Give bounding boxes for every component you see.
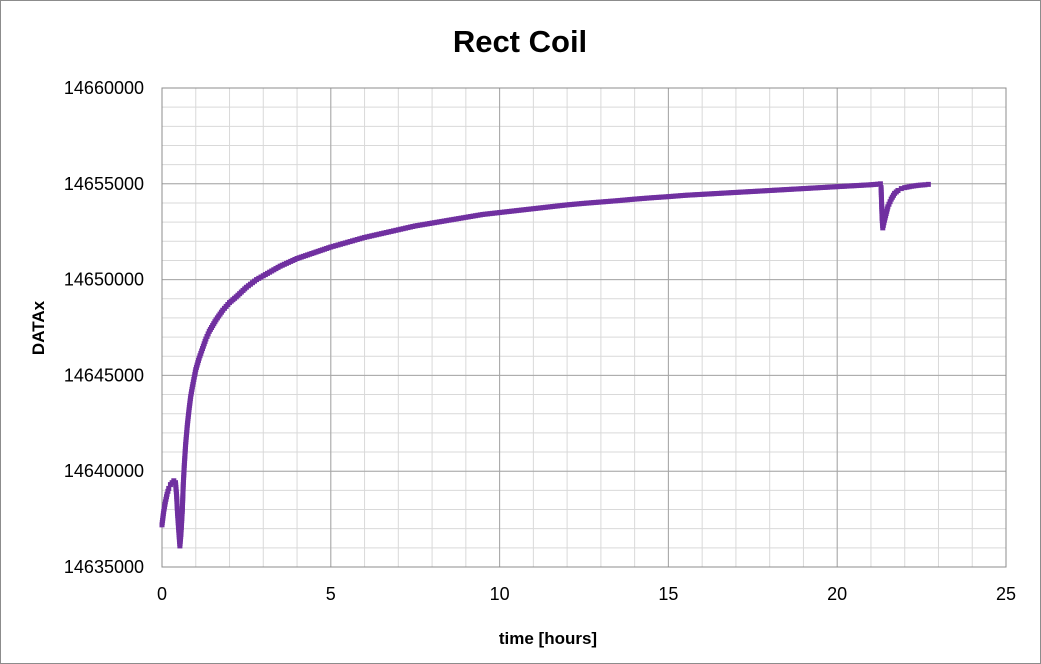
data-point-trail	[205, 331, 211, 337]
data-point	[898, 186, 904, 192]
y-tick-label: 14660000	[64, 78, 144, 98]
data-point-trail	[204, 333, 210, 339]
y-tick-label: 14655000	[64, 174, 144, 194]
data-point-trail	[881, 220, 887, 226]
x-axis-label: time [hours]	[499, 629, 597, 648]
data-point	[880, 225, 886, 231]
data-point-trail	[880, 222, 886, 228]
x-tick-label: 0	[157, 584, 167, 604]
x-tick-label: 15	[658, 584, 678, 604]
data-point	[164, 491, 170, 497]
x-tick-label: 25	[996, 584, 1016, 604]
chart-title: Rect Coil	[453, 24, 587, 59]
data-point-trail	[164, 494, 170, 500]
data-point-trail	[165, 488, 171, 494]
data-point-trail	[887, 199, 893, 205]
x-tick-label: 5	[326, 584, 336, 604]
y-tick-label: 14645000	[64, 365, 144, 385]
data-point	[895, 188, 901, 194]
x-tick-label: 20	[827, 584, 847, 604]
data-point	[922, 182, 928, 188]
data-point	[162, 499, 168, 505]
x-axis-tick-labels: 0 5 10 15 20 25	[157, 584, 1016, 604]
data-point-trail	[886, 201, 892, 207]
y-tick-label: 14650000	[64, 270, 144, 290]
data-point	[875, 181, 881, 187]
y-axis-label: DATAx	[29, 300, 48, 355]
minor-gridlines	[161, 87, 1007, 568]
y-axis-tick-labels: 14635000 14640000 14645000 14650000 14655000…	[64, 78, 144, 577]
plot-area	[161, 87, 1007, 568]
data-point	[877, 181, 883, 187]
data-point	[925, 181, 931, 187]
major-gridlines	[161, 87, 1007, 568]
data-series	[159, 181, 931, 549]
y-tick-label: 14640000	[64, 461, 144, 481]
data-point	[166, 485, 172, 491]
data-point-trail	[163, 496, 169, 502]
data-point	[885, 204, 891, 210]
x-tick-label: 10	[490, 584, 510, 604]
data-point	[203, 336, 209, 342]
y-tick-label: 14635000	[64, 557, 144, 577]
